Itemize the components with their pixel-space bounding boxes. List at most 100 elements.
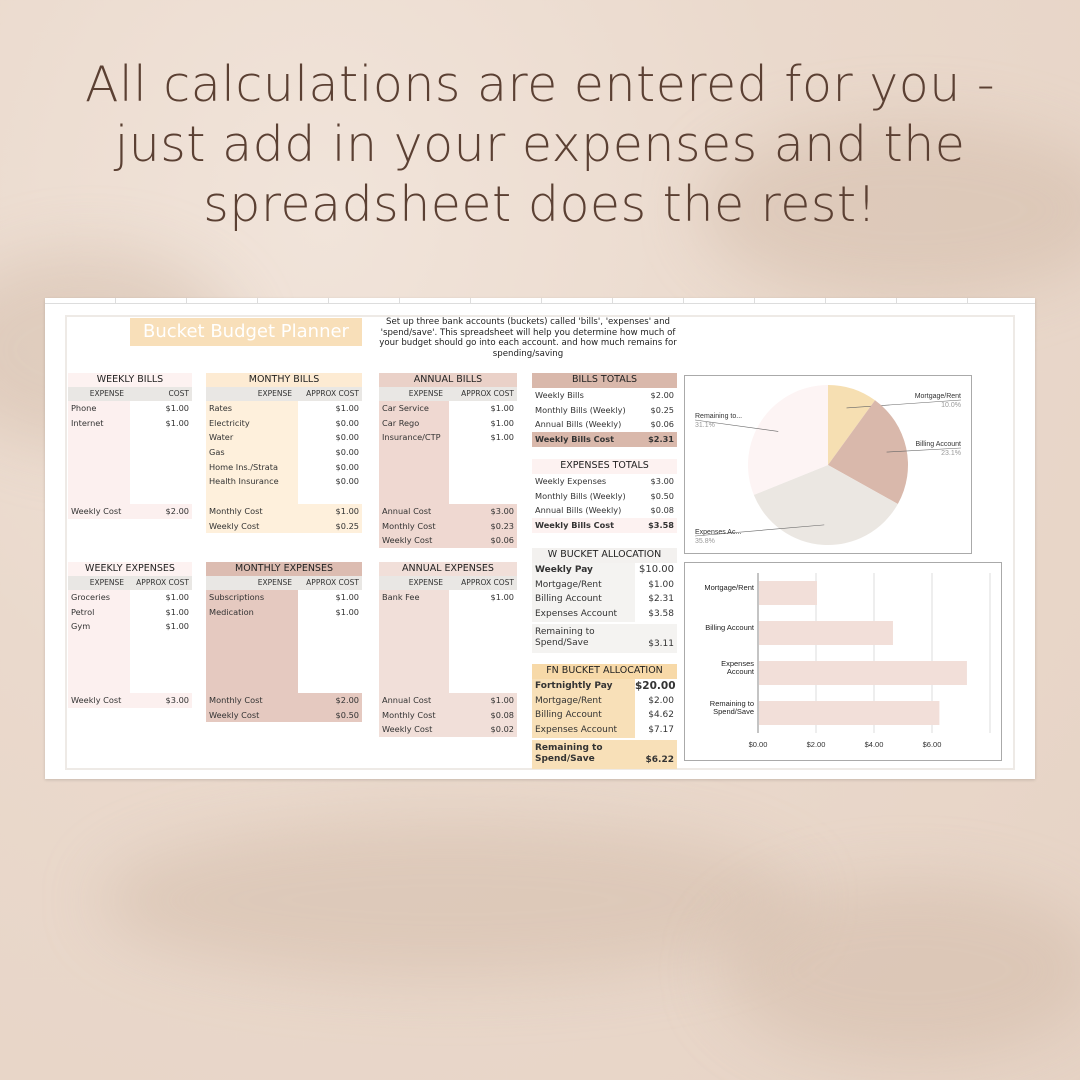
- expense-cell[interactable]: Internet: [68, 415, 130, 431]
- expense-cell[interactable]: Gas: [206, 445, 298, 460]
- expense-cell[interactable]: [379, 459, 449, 475]
- table-header: EXPENSE APPROX COST: [206, 387, 362, 401]
- expense-cell[interactable]: Insurance/CTP: [379, 430, 449, 446]
- expense-cell[interactable]: Car Service: [379, 401, 449, 416]
- cost-cell[interactable]: [130, 474, 192, 490]
- pie-slice[interactable]: [828, 400, 908, 504]
- bar[interactable]: [759, 701, 940, 725]
- bar[interactable]: [759, 661, 967, 685]
- expense-cell[interactable]: Medication: [206, 604, 298, 620]
- cost-cell[interactable]: [298, 648, 362, 664]
- expense-cell[interactable]: [206, 634, 298, 649]
- bar[interactable]: [759, 621, 893, 645]
- cost-cell[interactable]: [449, 474, 517, 490]
- cost-cell[interactable]: $1.00: [130, 604, 192, 620]
- cost-cell[interactable]: [449, 648, 517, 664]
- expense-cell[interactable]: Bank Fee: [379, 590, 449, 605]
- cost-cell[interactable]: [130, 489, 192, 504]
- table-row: [68, 430, 192, 446]
- cost-cell[interactable]: [130, 663, 192, 679]
- cost-cell[interactable]: [449, 489, 517, 504]
- cost-cell[interactable]: $1.00: [449, 415, 517, 431]
- cost-cell[interactable]: [130, 678, 192, 693]
- expense-cell[interactable]: [68, 678, 130, 693]
- expense-cell[interactable]: [68, 459, 130, 475]
- pie-chart[interactable]: Mortgage/Rent 10.0% Billing Account 23.1% Ex…: [684, 375, 972, 554]
- cost-cell[interactable]: $1.00: [130, 590, 192, 605]
- expense-cell[interactable]: Groceries: [68, 590, 130, 605]
- expense-cell[interactable]: Car Rego: [379, 415, 449, 431]
- expense-cell[interactable]: [379, 474, 449, 490]
- cost-cell[interactable]: $1.00: [449, 590, 517, 605]
- expense-cell[interactable]: [68, 634, 130, 649]
- expense-cell[interactable]: [379, 678, 449, 693]
- expense-cell[interactable]: Home Ins./Strata: [206, 459, 298, 475]
- cost-cell[interactable]: [449, 459, 517, 475]
- expense-cell[interactable]: [206, 489, 298, 504]
- cost-cell[interactable]: [298, 663, 362, 679]
- cost-cell[interactable]: [130, 445, 192, 460]
- cost-cell[interactable]: $0.00: [298, 459, 362, 475]
- footer-label: Weekly Cost: [382, 724, 433, 735]
- pie-slice[interactable]: [753, 465, 898, 545]
- cost-cell[interactable]: $1.00: [298, 590, 362, 605]
- cost-cell[interactable]: $0.00: [298, 415, 362, 431]
- cost-cell[interactable]: $1.00: [449, 401, 517, 416]
- cost-cell[interactable]: $0.00: [298, 474, 362, 490]
- expense-cell[interactable]: [379, 619, 449, 635]
- bar-chart[interactable]: $0.00 $2.00 $4.00 $6.00 Mortgage/Rent Billing…: [684, 562, 1002, 761]
- expense-cell[interactable]: Water: [206, 430, 298, 446]
- expense-cell[interactable]: Phone: [68, 401, 130, 416]
- expense-cell[interactable]: Rates: [206, 401, 298, 416]
- cost-cell[interactable]: [449, 604, 517, 620]
- expense-cell[interactable]: [379, 648, 449, 664]
- expense-cell[interactable]: [68, 489, 130, 504]
- cost-cell[interactable]: $1.00: [298, 604, 362, 620]
- cost-cell[interactable]: [298, 634, 362, 649]
- cost-cell[interactable]: [130, 459, 192, 475]
- expense-cell[interactable]: [379, 604, 449, 620]
- expense-cell[interactable]: [68, 445, 130, 460]
- cost-cell[interactable]: $1.00: [130, 401, 192, 416]
- cost-cell[interactable]: [130, 634, 192, 649]
- expense-cell[interactable]: Health Insurance: [206, 474, 298, 490]
- totals-label: Monthly Bills (Weekly): [535, 490, 626, 501]
- cost-cell[interactable]: [130, 430, 192, 446]
- cost-cell[interactable]: [449, 619, 517, 635]
- totals-label: Billing Account: [532, 592, 635, 608]
- expense-cell[interactable]: [68, 663, 130, 679]
- expense-cell[interactable]: Petrol: [68, 604, 130, 620]
- expense-cell[interactable]: [379, 634, 449, 649]
- expense-cell[interactable]: [68, 648, 130, 664]
- cost-cell[interactable]: [130, 648, 192, 664]
- expense-cell[interactable]: Gym: [68, 619, 130, 635]
- expense-cell[interactable]: [206, 678, 298, 693]
- cost-cell[interactable]: $1.00: [298, 401, 362, 416]
- cost-cell[interactable]: [298, 619, 362, 635]
- cost-cell[interactable]: [449, 445, 517, 460]
- cost-cell[interactable]: [298, 678, 362, 693]
- expense-cell[interactable]: [68, 474, 130, 490]
- expense-cell[interactable]: [379, 663, 449, 679]
- expense-cell[interactable]: [68, 430, 130, 446]
- expense-cell[interactable]: [206, 648, 298, 664]
- expense-cell[interactable]: [206, 619, 298, 635]
- expense-cell[interactable]: [379, 489, 449, 504]
- expense-cell[interactable]: Subscriptions: [206, 590, 298, 605]
- cost-cell[interactable]: $0.00: [298, 445, 362, 460]
- expense-cell[interactable]: [206, 663, 298, 679]
- cost-cell[interactable]: [449, 678, 517, 693]
- cost-cell[interactable]: [449, 663, 517, 679]
- pie-slice[interactable]: [828, 385, 876, 465]
- cost-cell[interactable]: [449, 634, 517, 649]
- totals-fn-bucket: FN BUCKET ALLOCATION Fortnightly Pay $20.0…: [532, 664, 677, 769]
- cost-cell[interactable]: [298, 489, 362, 504]
- cost-cell[interactable]: $0.00: [298, 430, 362, 446]
- cost-cell[interactable]: $1.00: [130, 415, 192, 431]
- bar[interactable]: [759, 581, 817, 605]
- pie-slice[interactable]: [748, 385, 828, 495]
- expense-cell[interactable]: Electricity: [206, 415, 298, 431]
- expense-cell[interactable]: [379, 445, 449, 460]
- cost-cell[interactable]: $1.00: [130, 619, 192, 635]
- cost-cell[interactable]: $1.00: [449, 430, 517, 446]
